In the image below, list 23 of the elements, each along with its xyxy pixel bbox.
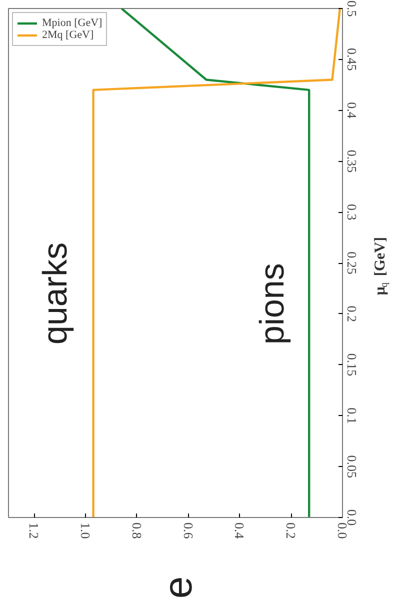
y-tick-label: 0.4 (344, 102, 360, 119)
annotation: quarks (36, 242, 74, 344)
y-tick-label: 0.3 (344, 204, 360, 220)
x-tick-label: 0.2 (284, 522, 299, 539)
x-tick-label: 0.8 (129, 522, 144, 539)
y-tick-label: 0.5 (344, 0, 360, 17)
text: e (156, 576, 200, 599)
y-tick-label: 0.15 (344, 353, 360, 376)
y-tick-label: 0.2 (344, 306, 360, 322)
y-tick-label: 0.05 (344, 455, 360, 478)
x-tick-label: 1.0 (78, 522, 94, 539)
y-tick-label: 0.45 (344, 48, 360, 71)
x-tick-label: 0.6 (180, 522, 196, 540)
annotation: pions (253, 263, 292, 344)
y-tick-label: 0.1 (344, 408, 360, 424)
y-tick-label: 0.25 (344, 252, 360, 274)
legend-label: Mpion [GeV] (42, 17, 102, 29)
x-tick-label: 1.2 (26, 522, 42, 539)
line-series (120, 8, 310, 518)
legend-label: 2Mq [GeV] (42, 29, 94, 41)
y-axis-title: μq [GeV] (372, 236, 390, 296)
x-tick-label: 0.4 (232, 522, 248, 540)
y-tick-label: 0.35 (344, 150, 360, 173)
